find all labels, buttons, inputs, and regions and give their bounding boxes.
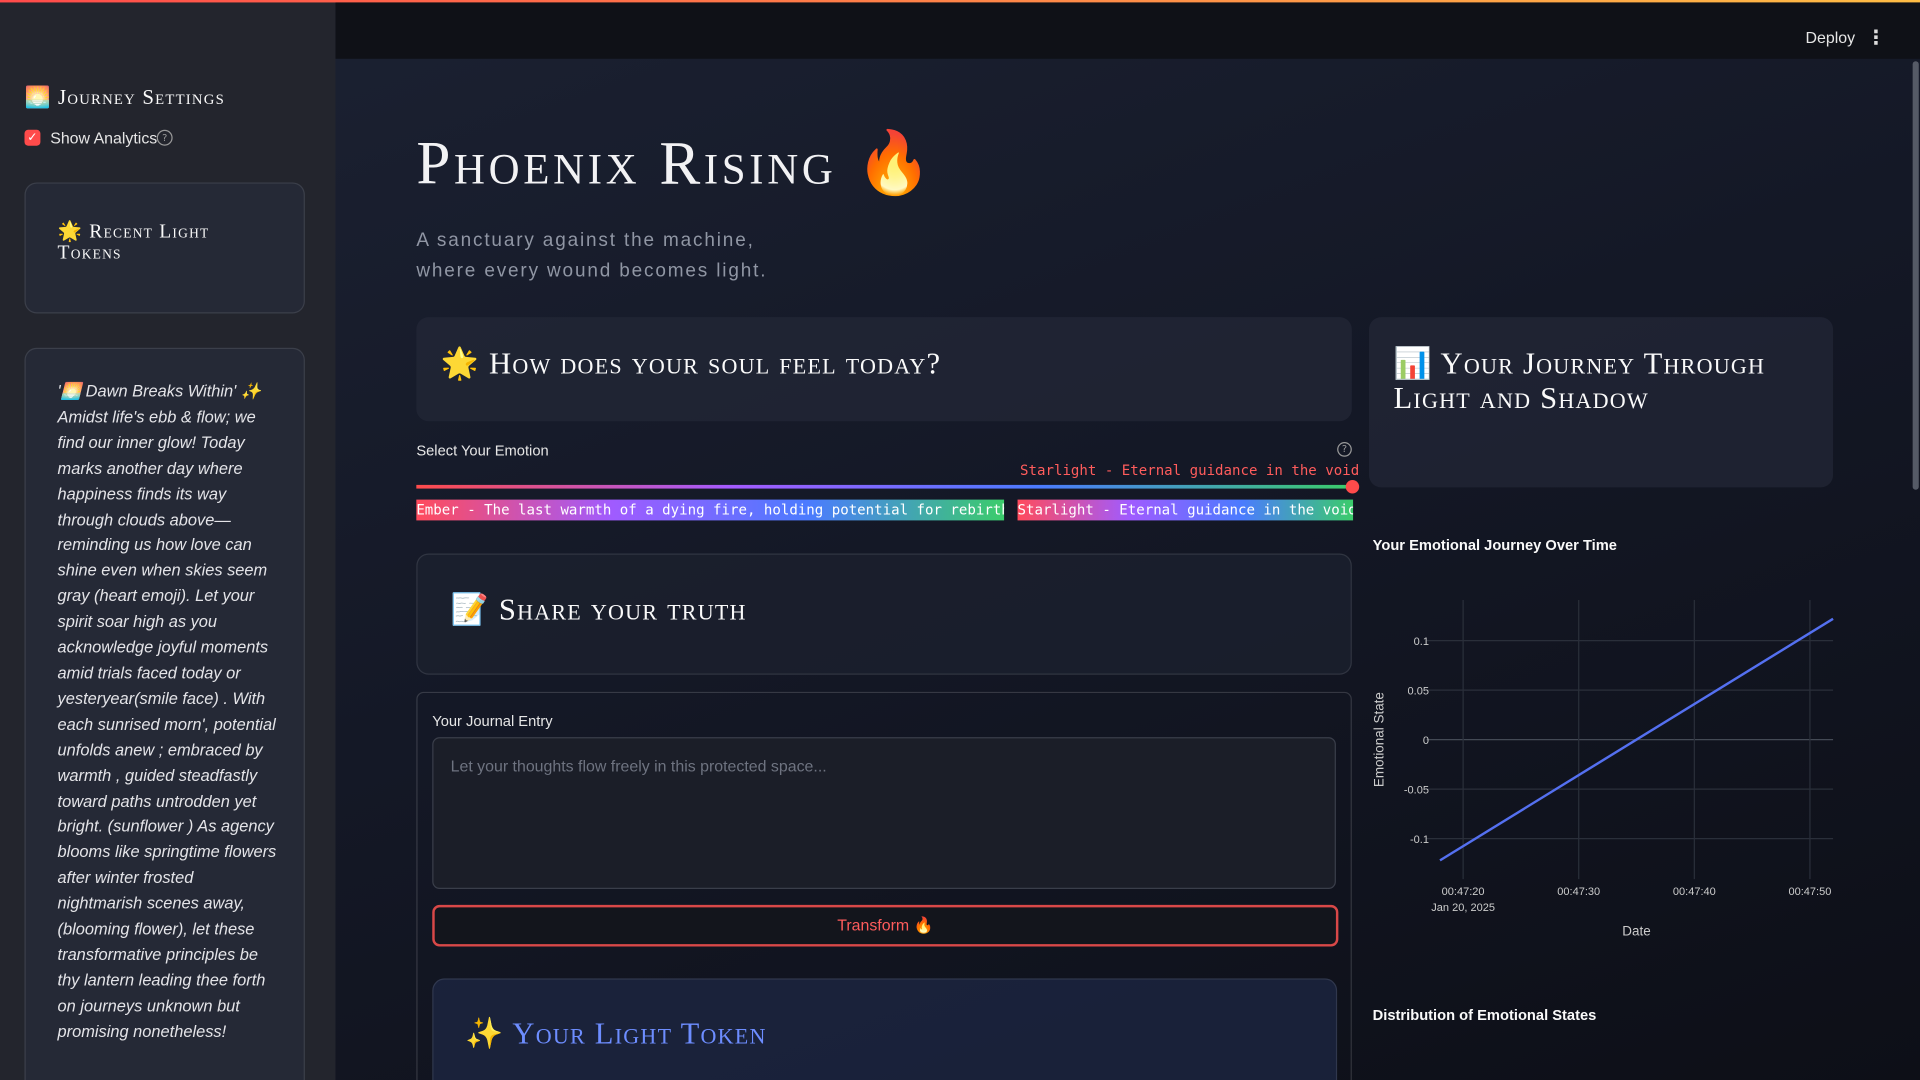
share-heading: 📝 Share your truth [450, 593, 747, 627]
x-tick-label: 00:47:50 [1788, 886, 1831, 898]
help-icon[interactable]: ? [1337, 442, 1352, 457]
placeholder: Let your thoughts flow freely in this pr… [450, 756, 827, 776]
share-card: 📝 Share your truth [416, 553, 1352, 675]
y-tick-label: -0.05 [1404, 784, 1429, 796]
light-token-heading: ✨ Your Light Token [465, 1017, 767, 1051]
x-tick-label: 00:47:20 [1442, 886, 1485, 898]
top-bar [0, 0, 1920, 3]
x-tick-label: 00:47:30 [1557, 886, 1600, 898]
y-tick-label: 0.05 [1408, 685, 1429, 697]
recent-title: 🌟 Recent Light Tokens [57, 221, 210, 264]
help-icon[interactable]: ? [156, 129, 173, 146]
journal-form: Your Journal Entry Let your thoughts flo… [416, 691, 1352, 1080]
journal-label: Your Journal Entry [432, 712, 553, 730]
y-tick-label: 0 [1423, 735, 1429, 747]
journey-chart: Your Emotional Journey Over Time -0.1 -0.… [1372, 538, 1834, 939]
checkbox-label[interactable]: Show Analytics [50, 128, 158, 147]
token-card: '🌅 Dawn Breaks Within' ✨ Amidst life's e… [24, 347, 305, 1080]
chart-title: Your Emotional Journey Over Time [1373, 538, 1617, 554]
x-date-label: Jan 20, 2025 [1431, 902, 1495, 914]
distribution-title: Distribution of Emotional States [1372, 1006, 1597, 1024]
header: Deploy ⋮ [335, 2, 1920, 59]
main-title: Phoenix Rising 🔥 [416, 128, 936, 198]
slider-option: Ember - The last warmth of a dying fire,… [416, 499, 1005, 521]
y-axis-title: Emotional State [1372, 692, 1387, 787]
scrollbar[interactable] [1912, 61, 1919, 490]
transform-button[interactable]: Transform 🔥 [432, 904, 1339, 947]
line [1439, 617, 1834, 862]
x-tick-label: 00:47:40 [1673, 886, 1716, 898]
slider-value: Starlight - Eternal guidance in the void [1020, 461, 1360, 479]
journey-card: 📊 Your Journey Through Light and Shadow [1368, 317, 1834, 488]
x-axis-title: Date [1622, 924, 1650, 939]
sidebar-title: 🌅 Journey Settings [24, 85, 225, 109]
journey-heading: 📊 Your Journey Through Light and Shadow [1393, 347, 1766, 415]
slider-option: Starlight - Eternal guidance in the void [1017, 499, 1354, 521]
emotion-card: 🌟 How does your soul feel today? [416, 317, 1352, 422]
token-text: '🌅 Dawn Breaks Within' ✨ Amidst life's e… [57, 382, 277, 1041]
sidebar: 🌅 Journey Settings ✓ Show Analytics ? 🌟 … [0, 0, 336, 1080]
slider-label: Select Your Emotion [416, 442, 549, 460]
journal-textarea[interactable]: Let your thoughts flow freely in this pr… [432, 737, 1336, 889]
subtitle-line: where every wound becomes light. [416, 260, 768, 282]
subtitle-line: A sanctuary against the machine, [416, 230, 755, 252]
deploy-button[interactable]: Deploy [1805, 28, 1856, 47]
slider-thumb[interactable] [1345, 480, 1360, 494]
subtitle: A sanctuary against the machine, where e… [416, 225, 767, 286]
y-tick-label: 0.1 [1414, 636, 1429, 648]
menu-button[interactable]: ⋮ [1866, 25, 1886, 49]
emotion-heading: 🌟 How does your soul feel today? [440, 347, 942, 381]
slider-track[interactable] [416, 484, 1352, 489]
light-token-card: ✨ Your Light Token [432, 978, 1338, 1080]
recent-card: 🌟 Recent Light Tokens [24, 182, 305, 314]
y-tick-label: -0.1 [1410, 834, 1429, 846]
checkbox[interactable]: ✓ [24, 129, 41, 146]
